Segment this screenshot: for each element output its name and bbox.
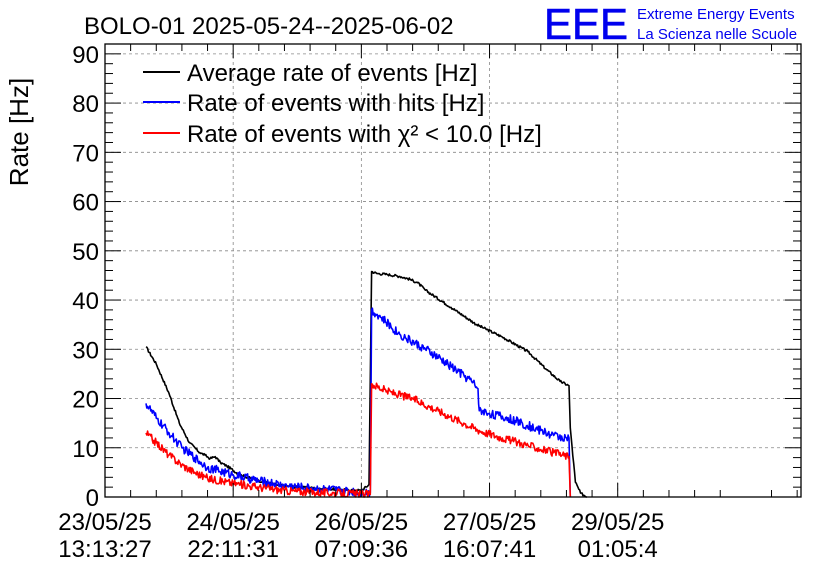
y-tick-label: 60 [72, 190, 99, 217]
y-tick-label: 70 [72, 140, 99, 167]
axis-ticks [104, 44, 801, 498]
y-tick-label: 20 [72, 387, 99, 414]
legend-label-chi2: Rate of events with χ² < 10.0 [Hz] [187, 121, 542, 148]
x-tick-time: 01:05:4 [578, 536, 658, 563]
x-tick-time: 22:11:31 [187, 536, 279, 563]
legend: Average rate of events [Hz] Rate of even… [143, 60, 542, 148]
series-average-rate [145, 270, 587, 498]
y-tick-label: 10 [72, 436, 99, 463]
x-tick-date: 29/05/25 [571, 509, 664, 536]
legend-label-hits: Rate of events with hits [Hz] [187, 90, 484, 117]
y-axis-title: Rate [Hz] [4, 78, 34, 186]
y-tick-label: 0 [86, 485, 99, 512]
series-rate-chi2 [145, 382, 572, 498]
x-tick-time: 16:07:41 [443, 536, 536, 563]
x-tick-time: 13:13:27 [58, 536, 151, 563]
eee-logo: EEE [544, 0, 628, 49]
chart-title: BOLO-01 2025-05-24--2025-06-02 [84, 13, 454, 40]
x-tick-date: 23/05/25 [58, 509, 151, 536]
x-tick-time: 07:09:36 [315, 536, 408, 563]
series-layer [145, 270, 587, 498]
logo-line-2: La Scienza nelle Scuole [637, 26, 797, 43]
y-tick-label: 30 [72, 337, 99, 364]
x-tick-date: 27/05/25 [443, 509, 536, 536]
legend-label-average: Average rate of events [Hz] [187, 60, 477, 87]
x-tick-date: 26/05/25 [315, 509, 408, 536]
y-tick-label: 90 [72, 42, 99, 69]
y-tick-label: 40 [72, 288, 99, 315]
x-tick-date: 24/05/25 [186, 509, 279, 536]
y-tick-label: 50 [72, 239, 99, 266]
grid [105, 44, 801, 497]
logo-line-1: Extreme Energy Events [637, 6, 795, 23]
y-tick-label: 80 [72, 91, 99, 118]
y-tick-labels: 0 10 20 30 40 50 60 70 80 90 [72, 42, 99, 512]
